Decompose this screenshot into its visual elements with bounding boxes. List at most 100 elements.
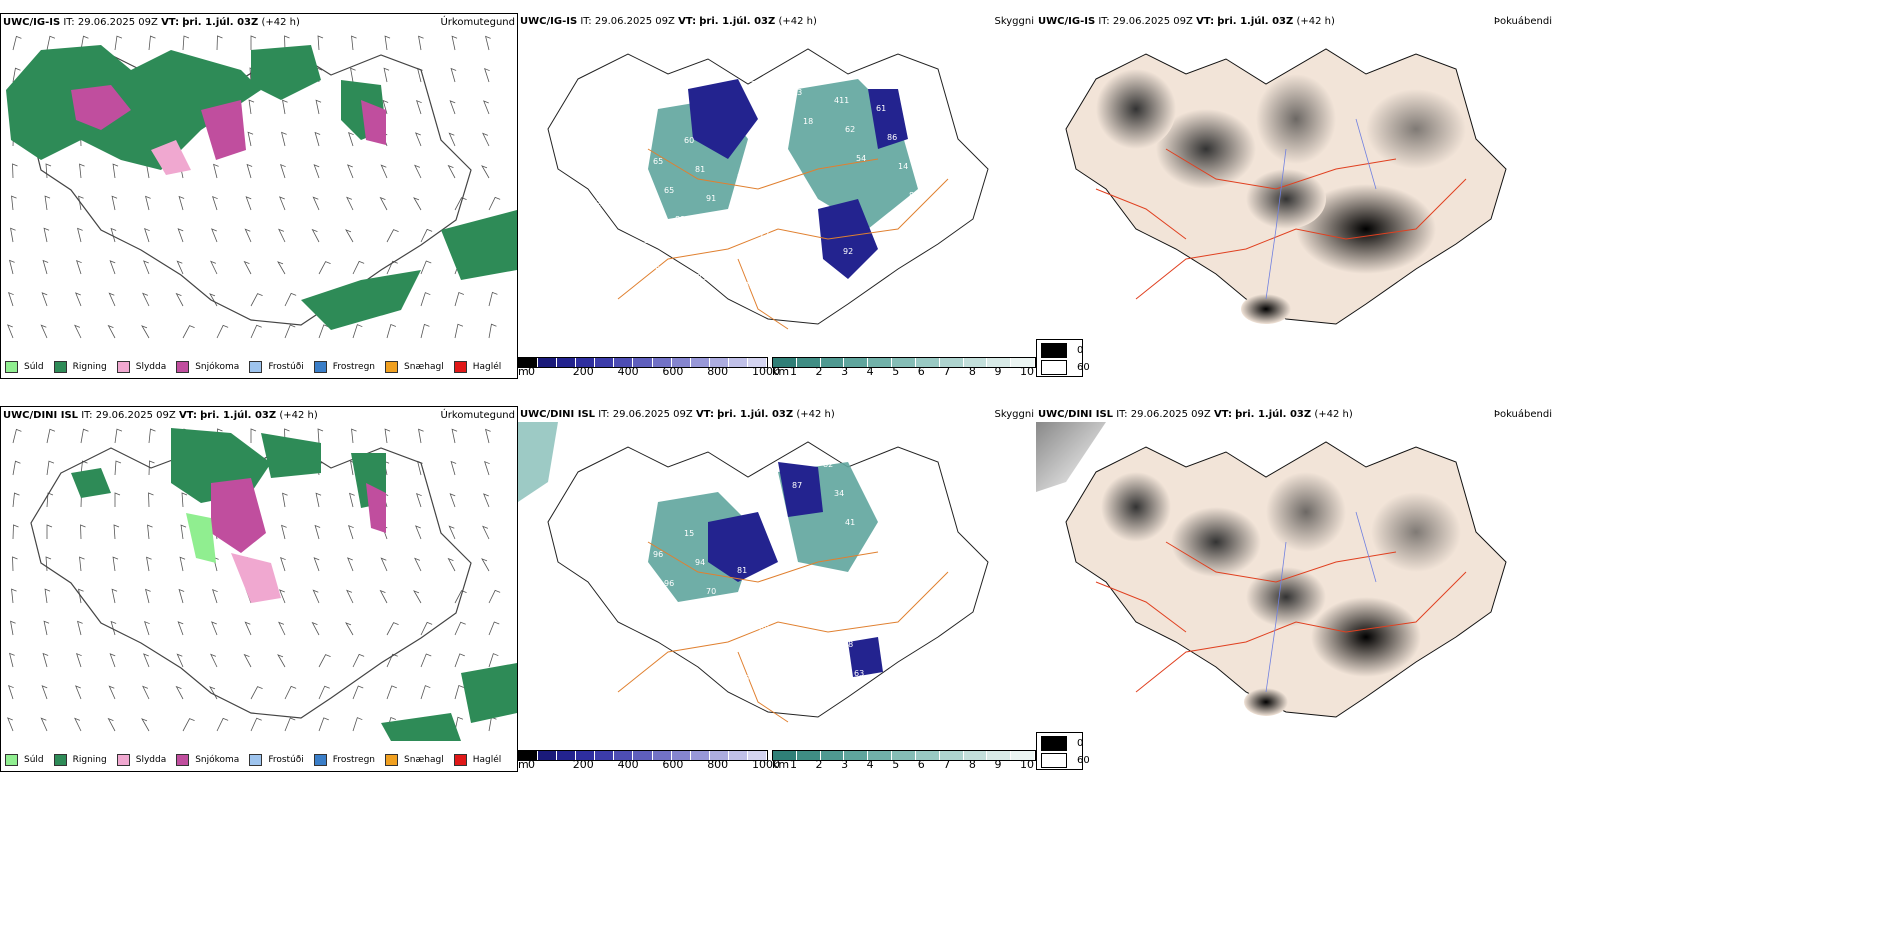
precip-legend: Súld Rigning Slydda Snjókoma Frostúði Frostre… (5, 754, 501, 766)
fog-index-map[interactable] (1036, 29, 1554, 347)
cloud-base-label: 61 (876, 104, 886, 113)
wind-barb (80, 524, 86, 540)
sleet-areas (231, 553, 281, 603)
wind-barb (179, 556, 186, 572)
cloud-base-label: 65 (653, 157, 663, 166)
wind-barb (11, 588, 17, 604)
wind-barb (482, 132, 490, 147)
cloud-base-label: 27 (781, 682, 791, 691)
cloud-base-label: 77 (759, 231, 769, 240)
cloud-base-label: 73 (854, 276, 864, 285)
wind-barb (74, 717, 82, 732)
cloud-base-label: 88 (812, 661, 822, 670)
wind-barb (108, 685, 116, 700)
variable-title: Þokuábendi (1493, 16, 1552, 27)
wind-barb (347, 557, 354, 572)
rain-areas (6, 45, 517, 330)
wind-barb (243, 653, 252, 668)
wind-barb (313, 557, 320, 572)
roads (1095, 541, 1467, 693)
wind-barb (12, 524, 19, 540)
wind-barb (352, 717, 363, 732)
cloud-base-label: 67 (633, 207, 643, 216)
legend-label: Súld (24, 362, 44, 372)
wind-barb (10, 620, 16, 636)
wind-barb (10, 227, 16, 243)
panel-header: UWC/DINI ISL IT: 29.06.2025 09Z VT: þri.… (1038, 409, 1353, 420)
variable-title: Skyggni (994, 16, 1034, 27)
wind-barb (114, 460, 122, 476)
wind-barb (243, 260, 252, 275)
wind-barb (415, 525, 422, 540)
elevation-ticks: m 0 200 400 600 800 1000 (518, 365, 780, 379)
wind-barb (420, 260, 432, 275)
colorbar-segment (690, 751, 710, 760)
cloud-base-label: 96 (664, 579, 674, 588)
wind-barb (349, 492, 355, 508)
wind-barb (451, 428, 458, 444)
visibility-map[interactable]: 66 92 60 53 20 92 91 53 18 81 22 70 73 61 60 65 91 77 105 6… (518, 29, 1034, 347)
wind-barb (352, 260, 365, 275)
colorbar-segment (709, 751, 729, 760)
colorbar-segment (820, 358, 845, 367)
fog-index-map[interactable] (1036, 422, 1554, 740)
legend-swatch (176, 754, 190, 766)
colorbar-tick: 600 (662, 758, 684, 771)
colorbar-segment (633, 358, 653, 367)
cloud-base-label: 84 (909, 191, 919, 200)
visibility-map[interactable]: 60 92 15 81 101 88 68 78 66 94 100 75 63 73 83 96 70 68 88… (518, 422, 1034, 740)
wind-barb (282, 99, 288, 115)
fog-index-shading (1096, 69, 1466, 324)
wind-barb (147, 524, 153, 540)
cloud-base-label: 70 (611, 542, 621, 551)
legend-item: Rigning (53, 754, 107, 766)
wind-barb (420, 685, 431, 700)
cloud-base-label: 73 (907, 476, 917, 485)
precip-type-map[interactable] (1, 30, 517, 348)
legend-swatch (53, 361, 67, 373)
cloud-base-label: 34 (834, 489, 844, 498)
legend-swatch (249, 361, 263, 373)
colorbar-segment (576, 358, 596, 367)
colorbar-unit: m (518, 758, 529, 771)
wind-barb (180, 524, 187, 540)
wind-barb (177, 621, 184, 636)
variable-title: Þokuábendi (1493, 409, 1552, 420)
colorbar-tick: 5 (892, 365, 900, 378)
precip-type-panel-bottom: UWC/DINI ISL IT: 29.06.2025 09Z VT: þri.… (0, 406, 518, 772)
colorbar-segment (1011, 358, 1035, 367)
colorbar-segment (614, 751, 634, 760)
wind-barb (488, 653, 499, 668)
colorbar-tick: 6 (917, 365, 925, 378)
roads (617, 541, 949, 723)
wind-barb (244, 621, 252, 636)
colorbar-segment (868, 358, 893, 367)
legend-swatch (176, 361, 190, 373)
precip-type-panel-top: UWC/IG-IS IT: 29.06.2025 09Z VT: þri. 1.… (0, 13, 518, 379)
legend-swatch (313, 361, 327, 373)
visibility-ticks: km 1 2 3 4 5 6 7 8 9 10 (772, 365, 1034, 379)
wind-barb (482, 525, 490, 540)
wind-barb (75, 292, 82, 307)
precip-type-map[interactable] (1, 423, 517, 741)
colorbar-tick: 10 (1020, 365, 1034, 378)
rivers (1265, 511, 1377, 693)
colorbar-tick: 800 (707, 758, 729, 771)
wind-barb (420, 228, 433, 243)
colorbar-tick: 1000 (752, 758, 780, 771)
colorbar-segment (595, 751, 615, 760)
cloud-base-label: 53 (737, 173, 747, 182)
wind-barb (447, 557, 456, 572)
legend-item: Frostúði (249, 361, 304, 373)
wind-barb (420, 653, 432, 668)
rain-areas (71, 428, 517, 741)
iceland-outline (547, 441, 989, 718)
wind-barb (12, 556, 18, 572)
wind-barb (43, 620, 50, 636)
colorbar-segment (892, 358, 916, 367)
cloud-base-label: 18 (642, 128, 652, 137)
wind-barb (40, 324, 48, 339)
wind-barb (484, 460, 490, 476)
iceland-outline (547, 48, 989, 325)
cloud-base-label: 96 (653, 550, 663, 559)
